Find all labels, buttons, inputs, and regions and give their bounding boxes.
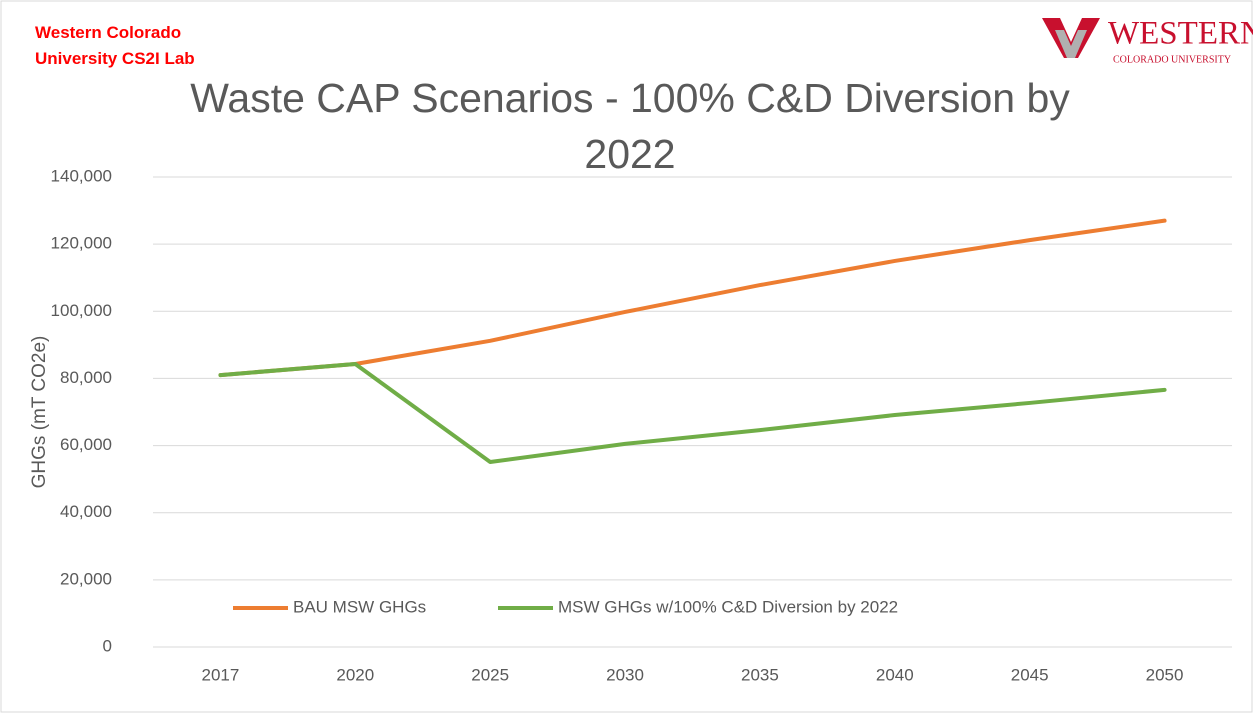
chart-title: Waste CAP Scenarios - 100% C&D Diversion…	[190, 75, 1070, 177]
logo-mark	[1042, 18, 1100, 58]
series-line	[218, 218, 1167, 378]
x-tick-label: 2017	[202, 665, 240, 684]
x-tick-label: 2050	[1146, 665, 1184, 684]
legend-label: MSW GHGs w/100% C&D Diversion by 2022	[558, 597, 898, 616]
x-tick-label: 2020	[336, 665, 374, 684]
series-line	[218, 361, 1167, 465]
y-tick-label: 0	[103, 636, 112, 655]
x-tick-label: 2040	[876, 665, 914, 684]
lab-label: Western Colorado University CS2I Lab	[35, 23, 195, 68]
x-tick-label: 2025	[471, 665, 509, 684]
y-axis-label: GHGs (mT CO2e)	[29, 336, 50, 489]
y-tick-label: 20,000	[60, 569, 112, 588]
y-tick-label: 140,000	[51, 166, 112, 185]
x-tick-label: 2045	[1011, 665, 1049, 684]
y-tick-label: 80,000	[60, 368, 112, 387]
y-tick-label: 120,000	[51, 234, 112, 253]
x-tick-label: 2030	[606, 665, 644, 684]
y-tick-label: 40,000	[60, 502, 112, 521]
logo-name: WESTERN	[1108, 16, 1253, 52]
logo-subtitle: COLORADO UNIVERSITY	[1113, 54, 1231, 65]
y-tick-label: 100,000	[51, 301, 112, 320]
legend-label: BAU MSW GHGs	[293, 597, 426, 616]
x-tick-label: 2035	[741, 665, 779, 684]
y-tick-label: 60,000	[60, 435, 112, 454]
